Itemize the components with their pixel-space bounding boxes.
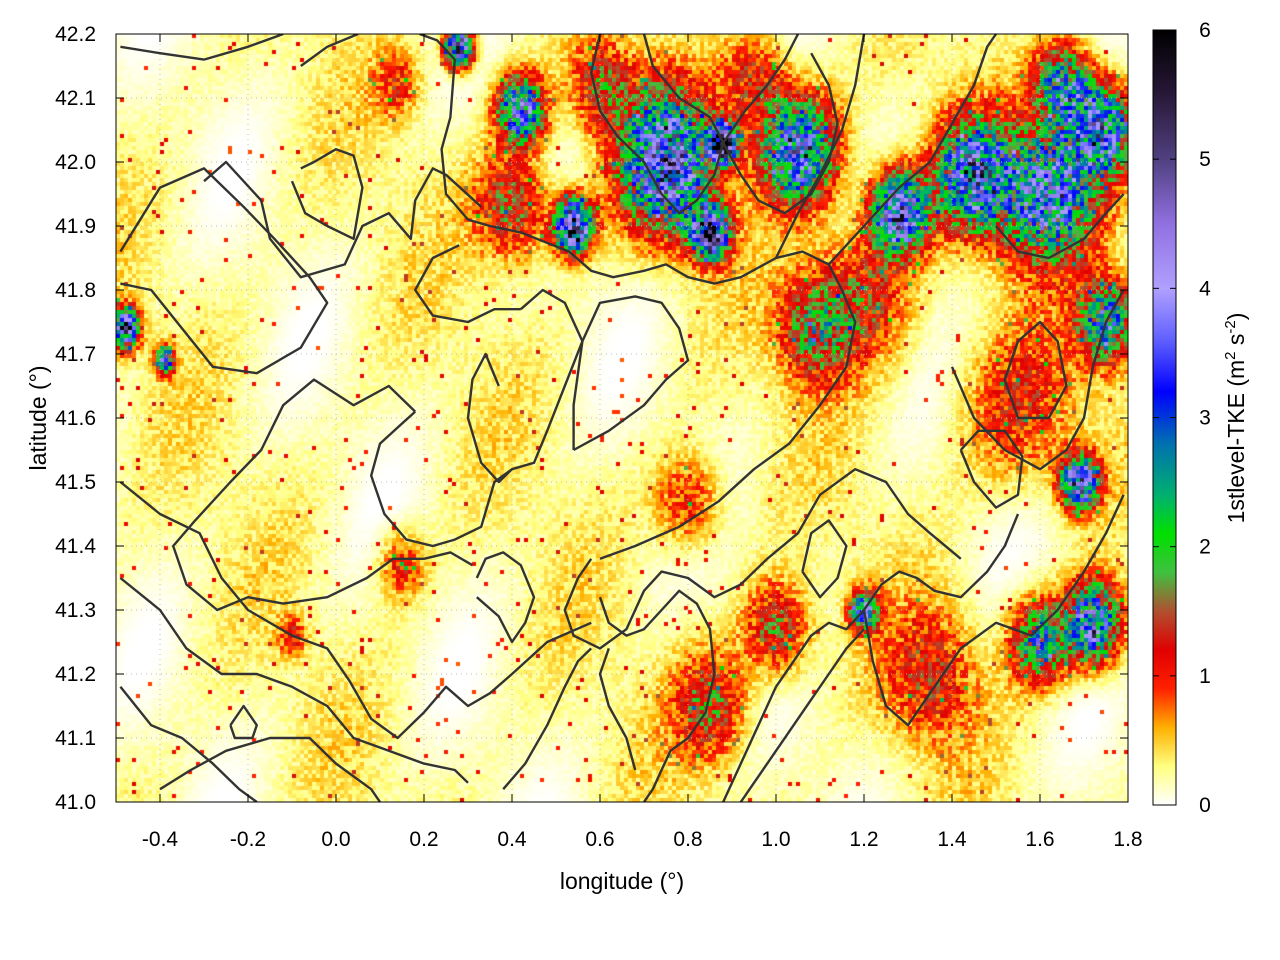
x-tick-label: 0.2	[409, 828, 438, 851]
colorbar-ticks: 0 1 2 3 4 5 6	[1153, 19, 1211, 817]
contour-line	[827, 34, 997, 266]
y-tick-label: 41.6	[55, 407, 96, 430]
y-tick-label: 41.1	[55, 727, 96, 750]
contour-line	[959, 429, 1024, 509]
colorbar-label: 1stlevel-TKE (m2 s-2)	[1222, 313, 1249, 524]
y-tick-label: 41.2	[55, 663, 96, 686]
contour-line	[119, 481, 592, 740]
contour-line	[466, 352, 513, 484]
colorbar-tick-label: 6	[1199, 19, 1211, 42]
y-tick-label: 41.3	[55, 599, 96, 622]
x-tick-label: 0.4	[497, 828, 527, 851]
x-tick-label: 1.2	[849, 828, 878, 851]
contour-line	[119, 167, 329, 375]
y-tick-label: 41.4	[55, 535, 96, 558]
x-axis-label: longitude (°)	[560, 868, 684, 894]
contour-line	[119, 577, 469, 784]
contour-line	[739, 628, 865, 802]
x-tick-label: 1.0	[761, 828, 790, 851]
y-tick-label: 41.5	[55, 471, 96, 494]
contour-line	[598, 648, 637, 771]
colorbar-tick-label: 1	[1199, 665, 1211, 688]
colorbar: 0 1 2 3 4 5 6 1stlevel-TKE (m2 s-2)	[1152, 19, 1249, 817]
contour-line	[203, 160, 483, 279]
contour-line	[290, 148, 364, 240]
contour-line	[159, 736, 381, 802]
colorbar-tick-label: 2	[1199, 536, 1211, 559]
y-tick-label: 41.7	[55, 343, 96, 366]
y-tick-label: 41.8	[55, 279, 96, 302]
colorbar-tick-label: 3	[1199, 407, 1211, 430]
contour-line	[119, 686, 258, 802]
y-axis: 41.0 41.1 41.2 41.3 41.4 41.5 41.6 41.7 41.8 41.9…	[55, 23, 1128, 814]
y-tick-label: 42.2	[55, 23, 96, 46]
colorbar-tick-label: 0	[1199, 794, 1211, 817]
contour-line	[590, 34, 725, 215]
contour-line	[1003, 320, 1068, 420]
contour-line	[598, 589, 716, 802]
colorbar-tick-label: 5	[1199, 148, 1211, 171]
x-tick-label: 0.0	[321, 828, 350, 851]
contour-line	[950, 289, 1125, 471]
contour-line	[172, 378, 474, 612]
x-tick-label: 1.6	[1025, 828, 1054, 851]
contour-line	[475, 551, 536, 644]
contour-line	[862, 494, 1125, 727]
y-tick-label: 41.9	[55, 215, 96, 238]
contour-line	[572, 295, 690, 452]
contour-line	[229, 704, 258, 740]
y-tick-label: 41.0	[55, 791, 96, 814]
colorbar-tick-label: 4	[1199, 277, 1211, 300]
x-tick-label: 1.4	[937, 828, 967, 851]
y-tick-label: 42.1	[55, 87, 96, 110]
x-tick-label: 1.8	[1113, 828, 1142, 851]
contour-line	[300, 34, 359, 67]
contour-line	[722, 52, 839, 215]
x-tick-label: -0.2	[230, 828, 266, 851]
contour-line	[502, 647, 593, 790]
x-tick-label: 0.8	[673, 828, 702, 851]
x-tick-label: -0.4	[142, 828, 179, 851]
x-tick-label: 0.6	[585, 828, 614, 851]
contour-line	[801, 519, 848, 599]
y-axis-label: latitude (°)	[25, 365, 51, 470]
contour-line	[120, 34, 284, 61]
terrain-contours	[119, 34, 1125, 802]
x-axis: -0.4 -0.2 0.0 0.2 0.4 0.6 0.8 1.0 1.2 1.4 1.6 1.8	[142, 34, 1143, 851]
contour-line	[370, 288, 584, 548]
plot-area	[115, 33, 1129, 803]
contour-line	[414, 244, 521, 324]
y-tick-label: 42.0	[55, 151, 96, 174]
contour-line	[419, 34, 857, 560]
contour-line	[995, 193, 1125, 260]
contour-line	[722, 34, 800, 144]
contour-line	[563, 468, 962, 650]
